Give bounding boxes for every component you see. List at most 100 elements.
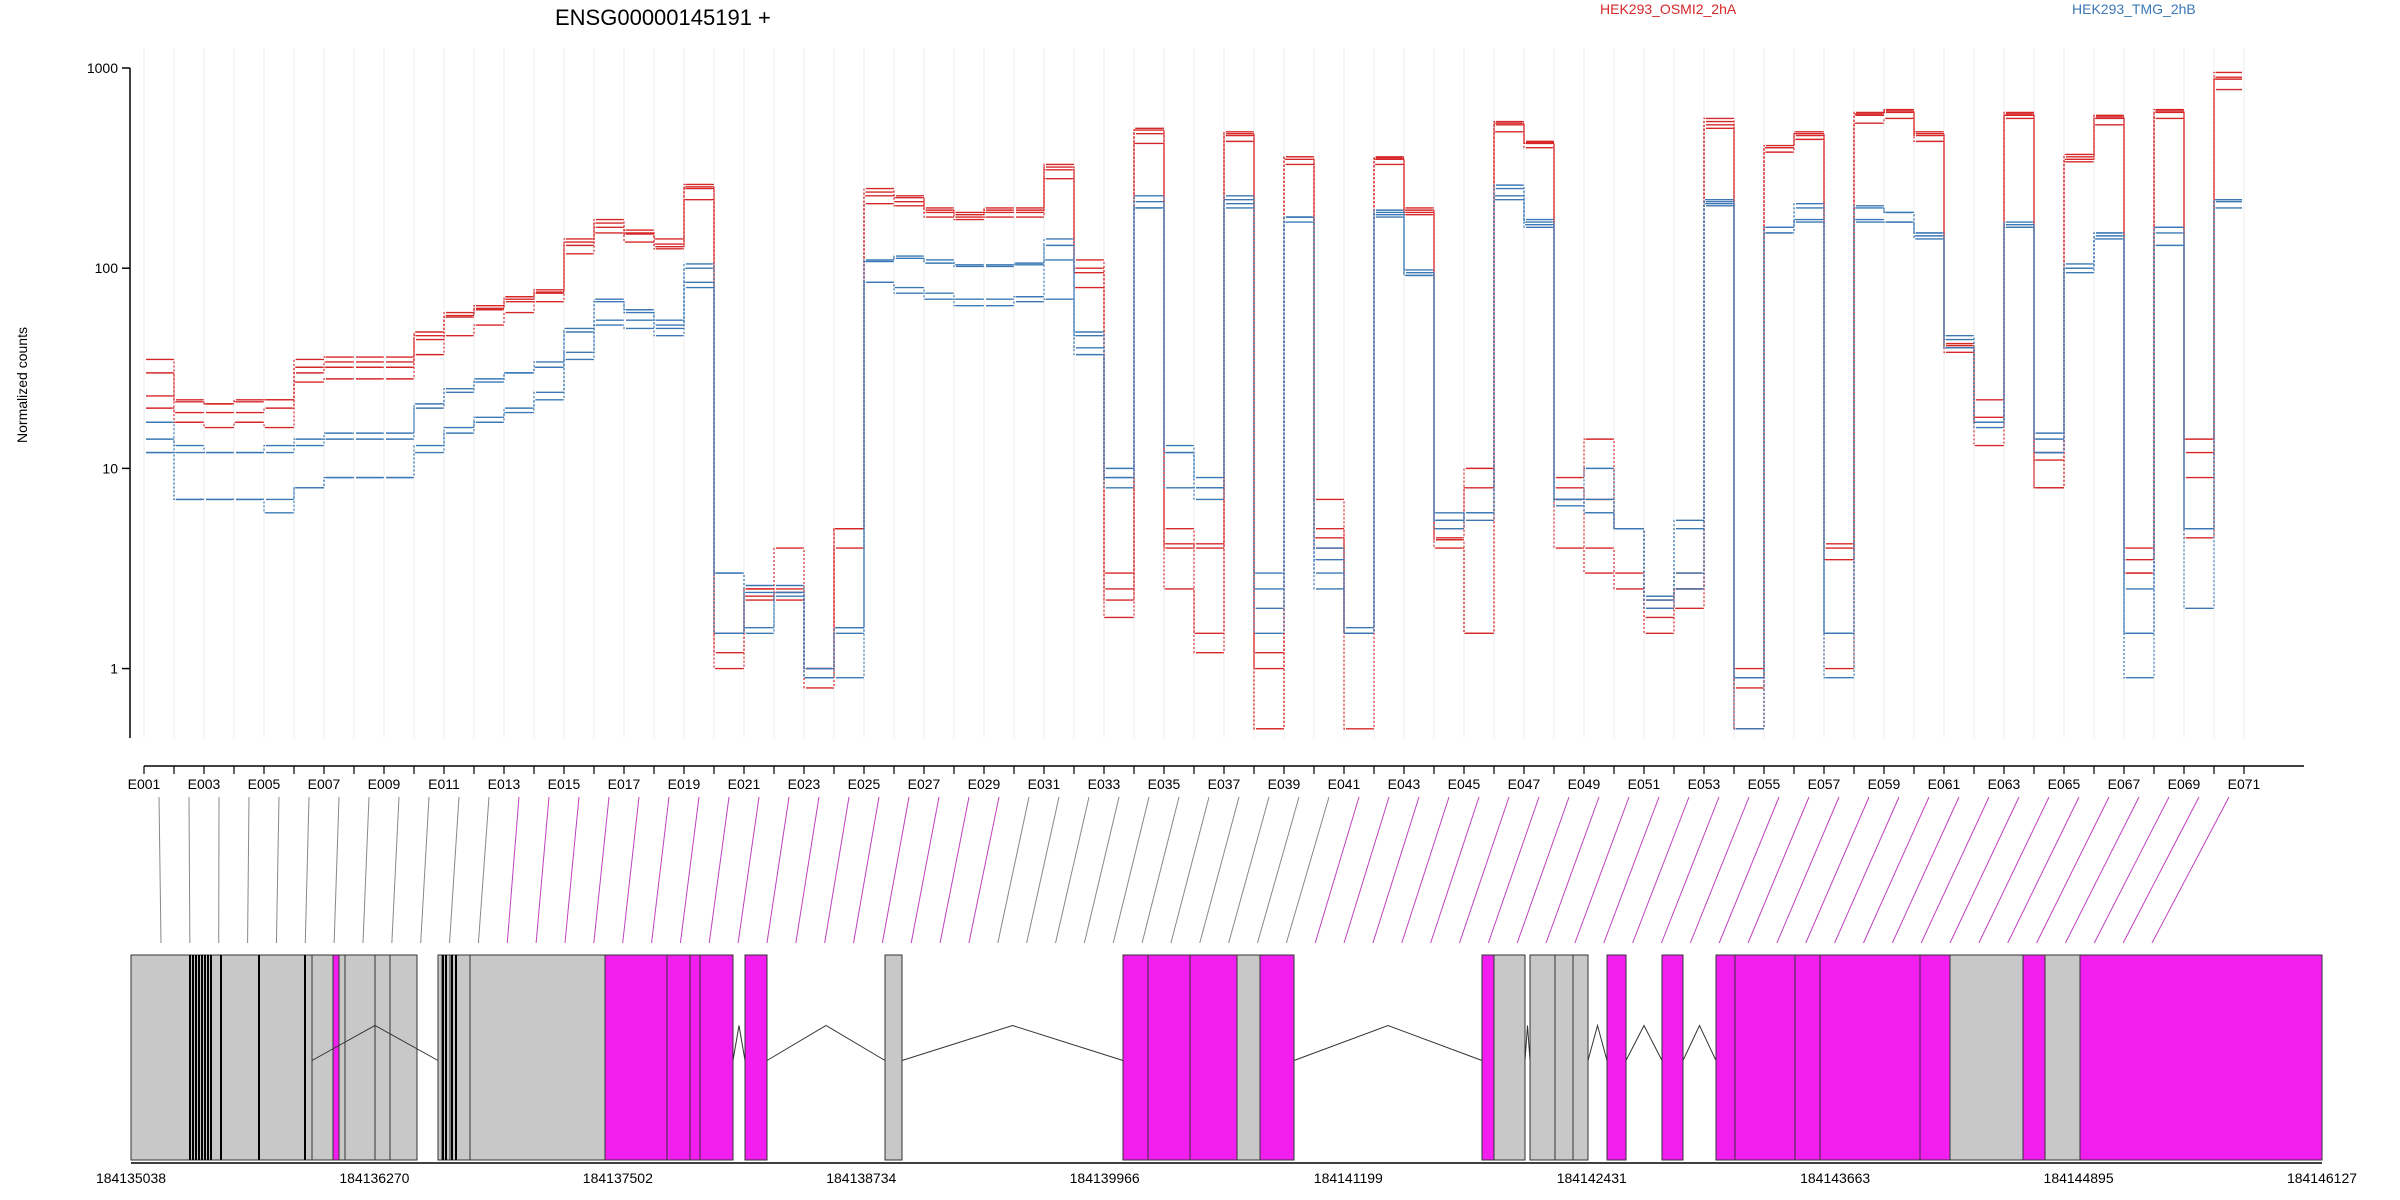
vertical-grid-lines bbox=[143, 48, 2245, 738]
series-connector bbox=[1732, 199, 1736, 679]
series-connector bbox=[1372, 211, 1376, 629]
series-connector bbox=[1462, 487, 1466, 539]
series-connector bbox=[2002, 226, 2006, 423]
exon-block bbox=[2022, 954, 2046, 1161]
exon-connector bbox=[477, 796, 490, 944]
series-connector bbox=[922, 195, 926, 209]
series-connector bbox=[412, 444, 416, 479]
exon-connector bbox=[1516, 796, 1570, 944]
series-connector bbox=[322, 361, 326, 368]
series-connector bbox=[322, 356, 326, 361]
exon-block bbox=[338, 954, 346, 1161]
series-connector bbox=[172, 358, 176, 414]
series-connector bbox=[412, 338, 416, 368]
series-connector bbox=[1522, 120, 1526, 142]
exon-block bbox=[1236, 954, 1261, 1161]
exon-block bbox=[689, 954, 701, 1161]
series-connector bbox=[2212, 89, 2216, 479]
series-connector bbox=[1162, 195, 1166, 454]
series-connector bbox=[172, 438, 176, 447]
series-connector bbox=[202, 401, 206, 405]
exon-tick-label: E053 bbox=[1688, 776, 1721, 792]
exon-connector bbox=[795, 796, 820, 944]
series-connector bbox=[1522, 187, 1526, 221]
series-connector bbox=[682, 186, 686, 245]
exon-connector bbox=[1776, 796, 1840, 944]
intron-line bbox=[732, 1025, 746, 1061]
exon-connector bbox=[1862, 796, 1930, 944]
series-connector bbox=[622, 232, 626, 243]
series-connector bbox=[1192, 487, 1196, 500]
exon-connector bbox=[2093, 796, 2170, 944]
series-connector bbox=[1852, 113, 1856, 561]
exon-tick-label: E063 bbox=[1988, 776, 2021, 792]
exon-tick-label: E031 bbox=[1028, 776, 1061, 792]
series-connector bbox=[2152, 226, 2156, 590]
series-connector bbox=[292, 438, 296, 447]
series-connector bbox=[1282, 221, 1286, 609]
series-connector bbox=[892, 191, 896, 199]
series-connector bbox=[592, 324, 596, 361]
legend-entry-tmg: HEK293_TMG_2hB bbox=[2072, 1, 2196, 17]
series-connector bbox=[2032, 226, 2036, 454]
series-connector bbox=[1342, 559, 1346, 634]
series-connector bbox=[1882, 110, 1886, 115]
exon-tick-label: E069 bbox=[2168, 776, 2201, 792]
exon-connector bbox=[1170, 796, 1210, 944]
series-connector bbox=[1342, 572, 1346, 634]
exon-tick-label: E019 bbox=[668, 776, 701, 792]
exon-tick-label: E023 bbox=[788, 776, 821, 792]
series-connector bbox=[772, 588, 776, 601]
series-connector bbox=[1672, 607, 1676, 634]
series-connector bbox=[292, 487, 296, 500]
series-connector bbox=[1882, 108, 1886, 114]
series-connector bbox=[682, 199, 686, 250]
series-connector bbox=[2032, 117, 2036, 489]
series-connector bbox=[262, 399, 266, 403]
series-connector bbox=[262, 421, 266, 429]
exon-tick-label: E003 bbox=[188, 776, 221, 792]
exon-connector bbox=[881, 796, 910, 944]
exon-connector bbox=[1487, 796, 1540, 944]
series-connector bbox=[772, 595, 776, 629]
series-connector bbox=[772, 591, 776, 597]
series-connector bbox=[442, 312, 446, 333]
exon-connector bbox=[651, 796, 670, 944]
series-connector bbox=[1342, 537, 1346, 730]
exon-connector bbox=[535, 796, 550, 944]
series-connector bbox=[172, 451, 176, 500]
y-tick-label: 1000 bbox=[87, 60, 118, 76]
series-connector bbox=[1852, 205, 1856, 634]
series-connector bbox=[1702, 127, 1706, 609]
series-connector bbox=[1042, 238, 1046, 264]
series-connector bbox=[322, 438, 326, 447]
series-connector bbox=[2122, 238, 2126, 679]
series-connector bbox=[1402, 157, 1406, 213]
series-connector bbox=[802, 591, 806, 679]
series-connector bbox=[1522, 124, 1526, 145]
exon-connector bbox=[1430, 796, 1480, 944]
exon-tick-label: E025 bbox=[848, 776, 881, 792]
series-connector bbox=[922, 257, 926, 264]
series-connector bbox=[1432, 274, 1436, 521]
series-connector bbox=[892, 203, 896, 207]
series-connector bbox=[1852, 114, 1856, 549]
series-connector bbox=[1402, 214, 1406, 277]
exon-connector-lines bbox=[158, 796, 2230, 944]
coordinate-tick-label: 184139966 bbox=[1070, 1170, 1140, 1186]
series-connector bbox=[952, 207, 956, 213]
series-connector bbox=[1132, 207, 1136, 479]
series-connector bbox=[1732, 124, 1736, 689]
series-connector bbox=[1192, 451, 1196, 489]
series-connector bbox=[2122, 116, 2126, 561]
series-connector bbox=[622, 218, 626, 231]
series-connector bbox=[1012, 264, 1016, 268]
series-connector bbox=[1792, 203, 1796, 228]
exon-tick-label: E057 bbox=[1808, 776, 1841, 792]
series-connector bbox=[1882, 111, 1886, 116]
exon-tick-label: E059 bbox=[1868, 776, 1901, 792]
series-connector bbox=[1132, 201, 1136, 469]
series-connector bbox=[1042, 178, 1046, 218]
exon-block bbox=[699, 954, 734, 1161]
